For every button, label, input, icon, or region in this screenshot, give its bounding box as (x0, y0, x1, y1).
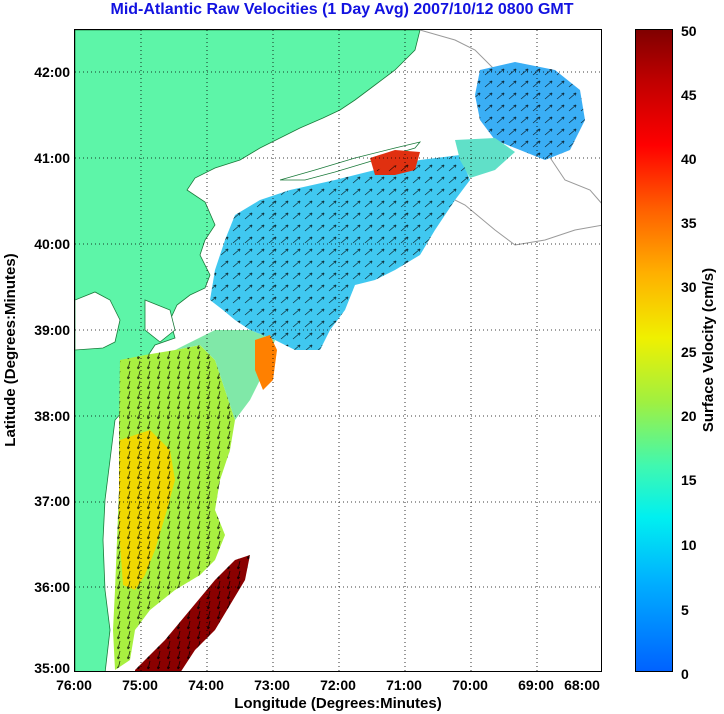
x-axis-label: Longitude (Degrees:Minutes) (234, 695, 442, 712)
colorbar-tick: 15 (681, 472, 697, 488)
colorbar-tick: 50 (681, 23, 697, 39)
y-tick-label: 40:00 (34, 236, 70, 252)
land-mass (75, 30, 421, 671)
x-tick-label: 74:00 (188, 677, 224, 693)
delaware-bay (144, 299, 176, 343)
colorbar-tick: 10 (681, 537, 697, 553)
long-island (279, 141, 422, 181)
x-tick-label: 69:00 (518, 677, 554, 693)
y-tick-label: 37:00 (34, 493, 70, 509)
y-axis-label: Latitude (Degrees:Minutes) (2, 253, 19, 447)
velocity-map (75, 30, 601, 671)
chesapeake-bay (75, 291, 121, 351)
colorbar-tick: 25 (681, 344, 697, 360)
colorbar-tick: 45 (681, 87, 697, 103)
y-tick-label: 36:00 (34, 579, 70, 595)
y-tick-label: 38:00 (34, 408, 70, 424)
x-tick-label: 72:00 (320, 677, 356, 693)
colorbar-tick: 35 (681, 215, 697, 231)
colorbar-tick: 5 (681, 602, 689, 618)
velocity-field-band (455, 138, 515, 178)
x-tick-label: 75:00 (122, 677, 158, 693)
velocity-arrows-south (113, 345, 235, 670)
colorbar-tick: 40 (681, 151, 697, 167)
velocity-arrows-ne (475, 62, 585, 160)
y-tick-label: 39:00 (34, 322, 70, 338)
colorbar-tick: 0 (681, 666, 689, 682)
velocity-field-mid (175, 330, 275, 420)
colorbar-label: Surface Velocity (cm/s) (700, 267, 717, 433)
colorbar-tick: 30 (681, 279, 697, 295)
x-tick-label: 68:00 (564, 677, 600, 693)
velocity-arrows-north (210, 155, 470, 350)
y-tick-label: 42:00 (34, 64, 70, 80)
grid-lines (75, 30, 601, 671)
y-tick-label: 35:00 (34, 660, 70, 676)
y-tick-label: 41:00 (34, 150, 70, 166)
velocity-arrows-high (135, 555, 250, 671)
velocity-hotspot-east (255, 335, 277, 390)
x-tick-label: 76:00 (56, 677, 92, 693)
map-title: Mid-Atlantic Raw Velocities (1 Day Avg) … (110, 1, 574, 18)
x-tick-label: 73:00 (254, 677, 290, 693)
x-tick-label: 71:00 (386, 677, 422, 693)
colorbar (635, 29, 673, 672)
map-plot-area[interactable] (74, 29, 602, 672)
x-tick-label: 70:00 (452, 677, 488, 693)
colorbar-tick: 20 (681, 408, 697, 424)
